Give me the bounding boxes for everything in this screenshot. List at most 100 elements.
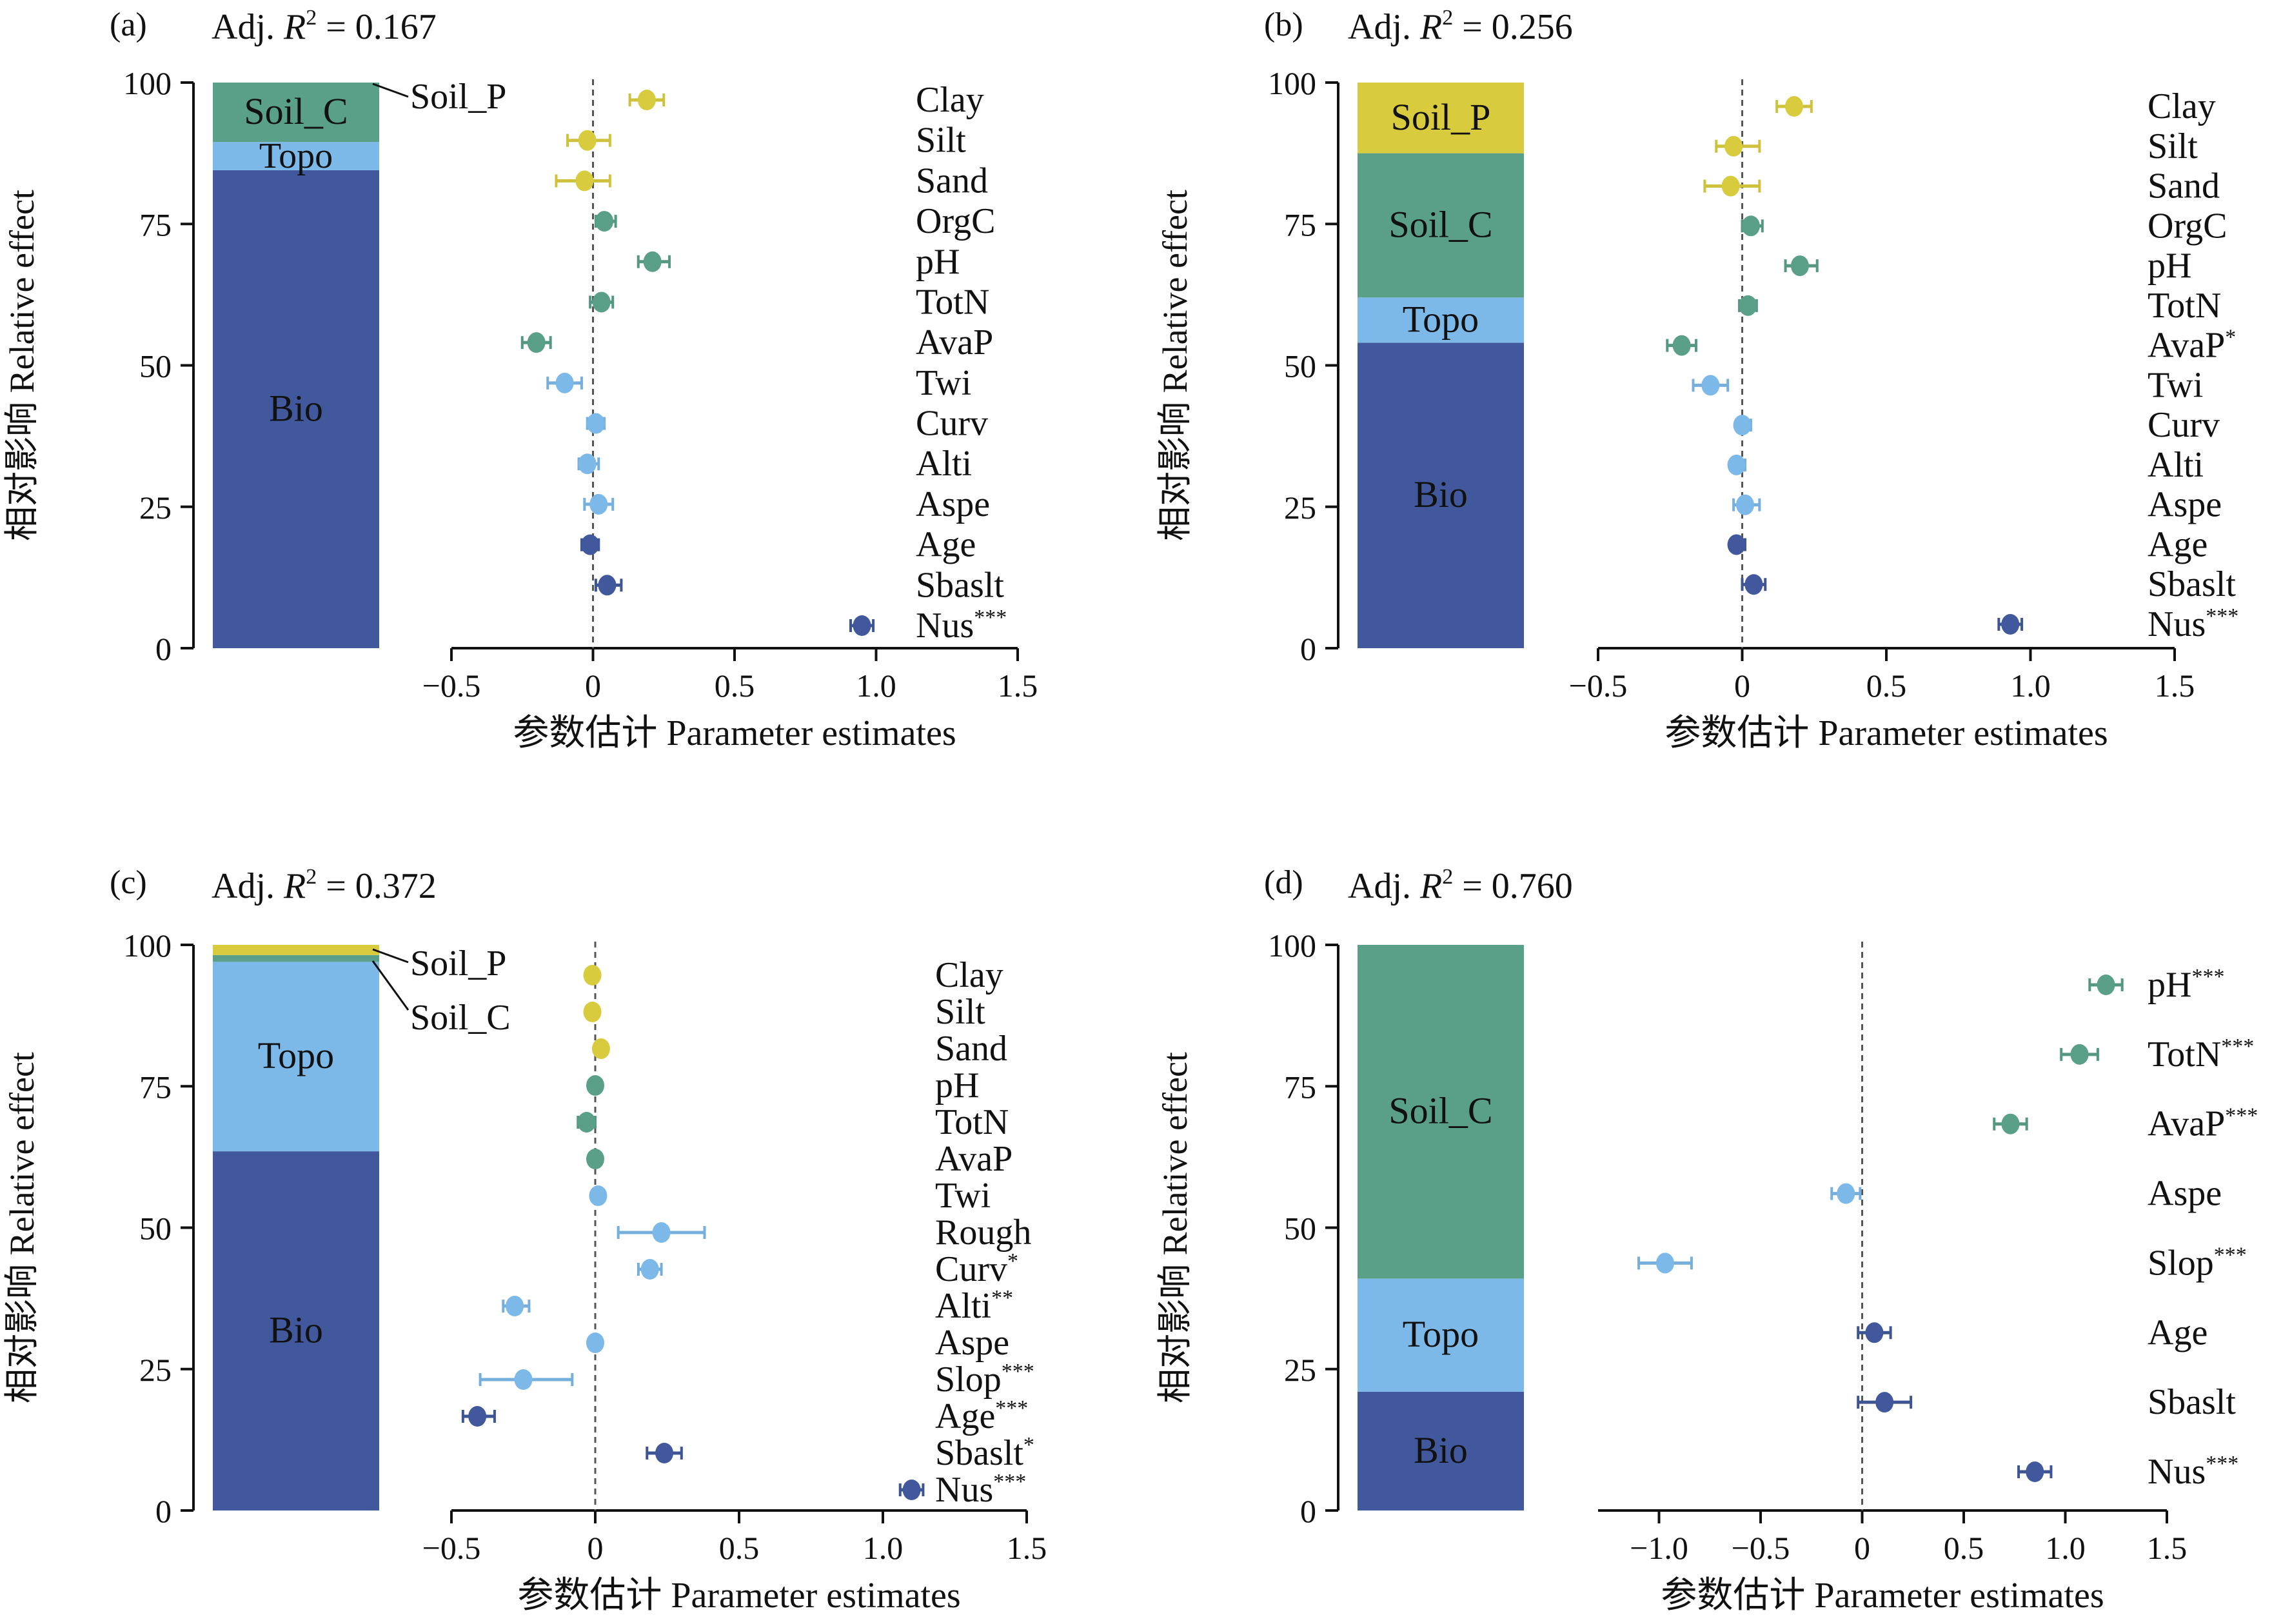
estimate-point bbox=[1784, 96, 1803, 117]
estimate-point bbox=[586, 1075, 604, 1096]
callout-line bbox=[371, 960, 410, 1011]
stack-segment-soil-p bbox=[1358, 83, 1524, 153]
estimate-point bbox=[581, 534, 600, 555]
adj-r2-sup: 2 bbox=[1442, 6, 1453, 30]
estimate-label: Curv* bbox=[935, 1249, 1018, 1289]
estimate-label: Sand bbox=[2148, 166, 2220, 206]
significance-stars: *** bbox=[2214, 1243, 2247, 1267]
estimate-name: Clay bbox=[916, 80, 984, 120]
estimate-row: Sand bbox=[555, 161, 988, 201]
estimate-row: AvaP* bbox=[1666, 326, 2236, 366]
estimate-label: Nus*** bbox=[2148, 1452, 2238, 1492]
adj-r2-symbol: R bbox=[283, 866, 306, 906]
estimate-row: Alti bbox=[1727, 445, 2204, 485]
estimate-row: Silt bbox=[566, 121, 966, 161]
x-tick-label: 0 bbox=[588, 1530, 604, 1566]
estimate-label: AvaP bbox=[935, 1139, 1013, 1179]
estimate-point bbox=[1672, 335, 1691, 356]
estimate-point bbox=[652, 1222, 671, 1243]
significance-stars: *** bbox=[2191, 965, 2224, 989]
estimate-label: Curv bbox=[916, 404, 988, 444]
estimate-name: Silt bbox=[935, 992, 985, 1032]
stack-label-soil-c: Soil_C bbox=[1388, 203, 1492, 245]
callout-label-soil-p: Soil_P bbox=[410, 77, 506, 117]
estimate-label: Sand bbox=[916, 161, 988, 201]
estimate-point bbox=[1837, 1183, 1855, 1204]
x-tick-label: −0.5 bbox=[1732, 1530, 1790, 1566]
estimate-row: pH bbox=[637, 242, 960, 282]
estimate-name: Twi bbox=[935, 1176, 991, 1216]
estimate-row: pH bbox=[586, 1065, 979, 1105]
estimate-row: Sbaslt bbox=[594, 565, 1004, 605]
y-tick-label: 0 bbox=[1300, 1493, 1316, 1529]
panel-label: (b) bbox=[1264, 6, 1303, 43]
estimate-label: Aspe bbox=[2148, 485, 2222, 525]
stack-label-bio: Bio bbox=[269, 1309, 323, 1351]
estimate-row: Rough bbox=[617, 1213, 1031, 1253]
x-tick-label: 1.5 bbox=[2147, 1530, 2188, 1566]
estimate-row: TotN bbox=[1738, 286, 2221, 326]
estimate-label: pH bbox=[2148, 246, 2191, 286]
x-axis-title: 参数估计 Parameter estimates bbox=[1664, 713, 2108, 753]
estimate-name: Slop bbox=[935, 1360, 1002, 1400]
estimate-name: Rough bbox=[935, 1213, 1031, 1253]
estimate-row: Aspe bbox=[1830, 1174, 2222, 1214]
y-tick-label: 75 bbox=[139, 1069, 172, 1105]
estimate-name: Aspe bbox=[935, 1323, 1009, 1363]
stack-segment-soil-c bbox=[213, 955, 379, 962]
estimate-name: Aspe bbox=[2148, 485, 2222, 525]
estimate-label: Clay bbox=[2148, 86, 2216, 126]
estimate-point bbox=[1790, 255, 1809, 277]
estimate-label: Nus*** bbox=[2148, 604, 2238, 644]
estimate-label: Alti bbox=[2148, 445, 2204, 485]
stack-segment-bio bbox=[213, 170, 379, 648]
estimate-name: Sand bbox=[916, 161, 988, 201]
estimate-label: Clay bbox=[916, 80, 984, 120]
estimate-name: AvaP bbox=[2148, 1104, 2225, 1144]
stack-segment-soil-c bbox=[1358, 945, 1524, 1279]
estimate-name: AvaP bbox=[916, 322, 993, 362]
estimate-label: Silt bbox=[2148, 126, 2198, 166]
estimate-row: Age bbox=[580, 525, 976, 565]
y-tick-label: 100 bbox=[123, 927, 172, 964]
estimate-point bbox=[578, 130, 597, 151]
estimate-point bbox=[586, 413, 605, 434]
x-tick-label: 1.5 bbox=[1007, 1530, 1047, 1566]
x-axis-title: 参数估计 Parameter estimates bbox=[513, 713, 956, 753]
estimate-row: Clay bbox=[628, 80, 984, 120]
significance-stars: *** bbox=[1002, 1360, 1034, 1383]
estimate-point bbox=[592, 292, 611, 313]
estimate-point bbox=[2001, 1113, 2020, 1134]
estimate-point bbox=[595, 211, 614, 232]
x-tick-label: −1.0 bbox=[1630, 1530, 1688, 1566]
estimate-name: pH bbox=[916, 242, 960, 282]
y-tick-label: 0 bbox=[155, 1493, 172, 1529]
estimate-label: AvaP* bbox=[2148, 326, 2236, 366]
estimate-label: Twi bbox=[935, 1176, 991, 1216]
estimate-label: Silt bbox=[916, 121, 966, 161]
estimate-name: Sbaslt bbox=[935, 1433, 1023, 1473]
estimate-name: Nus bbox=[2148, 604, 2206, 644]
estimate-row: Sbaslt bbox=[1857, 1382, 2236, 1422]
estimate-point bbox=[853, 615, 871, 636]
estimate-point bbox=[586, 1332, 604, 1353]
estimate-point bbox=[1721, 175, 1740, 197]
y-tick-label: 0 bbox=[155, 631, 172, 667]
estimate-name: Twi bbox=[916, 363, 971, 403]
estimate-row: OrgC bbox=[1741, 206, 2227, 246]
stack-label-topo: Topo bbox=[1403, 298, 1479, 340]
estimate-label: TotN bbox=[916, 282, 989, 322]
estimate-label: Twi bbox=[2148, 365, 2203, 405]
estimate-name: Sbaslt bbox=[2148, 564, 2236, 604]
y-tick-label: 25 bbox=[1284, 1352, 1316, 1388]
estimate-row: Curv bbox=[1733, 405, 2220, 445]
estimate-point bbox=[1727, 534, 1746, 555]
estimate-point bbox=[2070, 1044, 2089, 1065]
estimate-name: Aspe bbox=[2148, 1174, 2222, 1214]
estimate-name: Curv bbox=[916, 404, 988, 444]
estimate-point bbox=[640, 1259, 659, 1280]
y-tick-label: 100 bbox=[1268, 65, 1316, 101]
estimate-name: Sbaslt bbox=[916, 565, 1004, 605]
adj-r2-value: = 0.167 bbox=[317, 7, 437, 47]
